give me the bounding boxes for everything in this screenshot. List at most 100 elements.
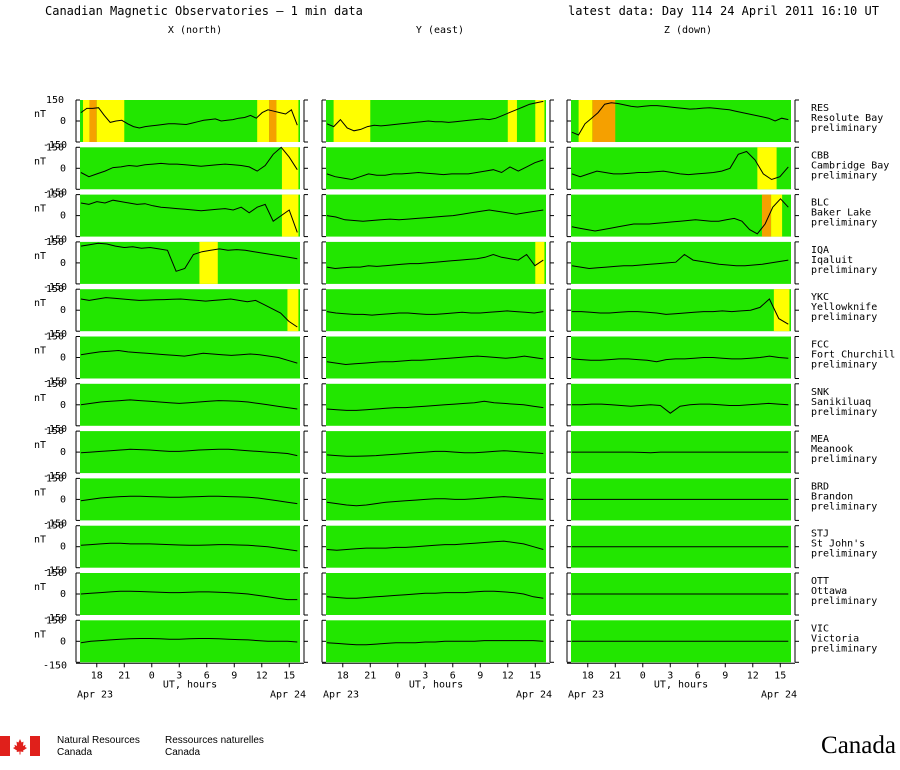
panel-background	[326, 194, 546, 237]
y-tick-label: 150	[46, 521, 64, 532]
x-tick-label: 15	[283, 670, 295, 681]
y-tick-label: -150	[43, 235, 67, 246]
station-code: CBB	[811, 150, 829, 161]
y-tick-label: -150	[43, 329, 67, 340]
date-left-label: Apr 23	[323, 689, 359, 700]
y-tick-label: 150	[46, 615, 64, 626]
y-tick-label: -150	[43, 660, 67, 671]
y-tick-label: -150	[43, 377, 67, 388]
latest-data-label: latest data: Day 114	[568, 4, 713, 18]
series-line-blc-y	[326, 209, 544, 222]
y-tick-label: -150	[43, 282, 67, 293]
activity-band-storm	[592, 100, 616, 142]
x-tick-label: 21	[118, 670, 130, 681]
y-unit-label: nT	[34, 156, 46, 167]
y-tick-label: 150	[46, 284, 64, 295]
x-tick-label: 6	[450, 670, 456, 681]
x-tick-label: 6	[695, 670, 701, 681]
station-code: IQA	[811, 245, 829, 256]
series-line-ykc-y	[326, 310, 544, 316]
series-line-brd-x	[80, 495, 298, 505]
panel-background	[326, 525, 546, 568]
y-unit-label: nT	[34, 109, 46, 120]
x-tick-label: 9	[231, 670, 237, 681]
date-left-label: Apr 23	[77, 689, 113, 700]
latest-data-date: 24 April 2011 16:10 UT	[720, 4, 879, 18]
canada-flag-icon	[0, 736, 40, 756]
station-name: Sanikiluaq	[811, 397, 871, 408]
column-label-z: Z (down)	[664, 25, 712, 36]
activity-band-moderate	[535, 100, 545, 142]
station-name: Ottawa	[811, 586, 847, 597]
x-axis-label: UT, hours	[654, 679, 708, 690]
y-unit-label: nT	[34, 629, 46, 640]
series-line-ott-y	[326, 590, 544, 599]
series-line-snk-y	[326, 400, 544, 411]
panel-background	[80, 147, 300, 190]
panel-background	[326, 383, 546, 426]
series-line-cbb-z	[571, 150, 789, 181]
station-status: preliminary	[811, 454, 877, 465]
station-status: preliminary	[811, 123, 877, 134]
page-title: Canadian Magnetic Observatories — 1 min …	[45, 4, 363, 18]
activity-band-moderate	[199, 241, 218, 284]
panel-background	[80, 241, 300, 284]
activity-band-moderate	[287, 289, 299, 332]
canada-wordmark: Canada	[821, 732, 896, 759]
station-code: SNK	[811, 387, 829, 398]
y-unit-label: nT	[34, 393, 46, 404]
station-status: preliminary	[811, 501, 877, 512]
series-line-ykc-z	[571, 298, 789, 325]
activity-band-moderate	[83, 100, 90, 142]
panel-background	[571, 289, 791, 332]
column-label-y: Y (east)	[416, 25, 464, 36]
y-tick-label: -150	[43, 424, 67, 435]
panel-background	[326, 289, 546, 332]
x-tick-label: 0	[149, 670, 155, 681]
y-tick-label: 150	[46, 473, 64, 484]
series-line-mea-x	[80, 448, 298, 457]
date-left-label: Apr 23	[568, 689, 604, 700]
agency-en-line1: Natural Resources	[57, 735, 140, 746]
x-axis-label: UT, hours	[163, 679, 217, 690]
activity-band-moderate	[757, 147, 777, 190]
series-line-snk-x	[80, 399, 298, 410]
y-tick-label: 0	[60, 211, 66, 222]
station-name: Resolute Bay	[811, 113, 883, 124]
series-line-fcc-y	[326, 355, 544, 366]
y-tick-label: 0	[60, 116, 66, 127]
activity-band-moderate	[578, 100, 593, 142]
agency-fr-line2: Canada	[165, 747, 201, 758]
station-status: preliminary	[811, 643, 877, 654]
series-line-brd-y	[326, 496, 544, 507]
agency-fr-line1: Ressources naturelles	[165, 735, 264, 746]
y-unit-label: nT	[34, 582, 46, 593]
series-line-res-z	[571, 102, 789, 136]
agency-name-en: Natural Resources Canada	[57, 735, 140, 759]
panel-background	[80, 383, 300, 426]
series-line-mea-z	[571, 451, 789, 454]
y-tick-label: -150	[43, 613, 67, 624]
panel-background	[326, 478, 546, 521]
y-tick-label: 0	[60, 305, 66, 316]
x-tick-label: 21	[364, 670, 376, 681]
x-tick-label: 12	[747, 670, 759, 681]
y-tick-label: 0	[60, 636, 66, 647]
activity-band-storm	[761, 194, 772, 237]
y-tick-label: -150	[43, 566, 67, 577]
station-status: preliminary	[811, 170, 877, 181]
y-tick-label: 0	[60, 258, 66, 269]
activity-band-moderate	[276, 100, 299, 142]
panel-background	[80, 194, 300, 237]
station-name: St John's	[811, 539, 865, 550]
panel-background	[571, 383, 791, 426]
station-code: MEA	[811, 434, 829, 445]
series-line-fcc-x	[80, 349, 298, 364]
y-tick-label: -150	[43, 140, 67, 151]
series-line-vic-y	[326, 640, 544, 646]
y-unit-label: nT	[34, 204, 46, 215]
activity-band-moderate	[281, 147, 299, 190]
y-unit-label: nT	[34, 535, 46, 546]
x-axis-label: UT, hours	[409, 679, 463, 690]
y-unit-label: nT	[34, 298, 46, 309]
